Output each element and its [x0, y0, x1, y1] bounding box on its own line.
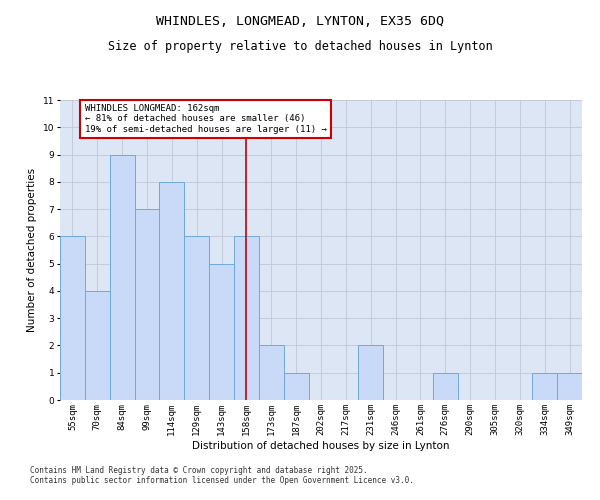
Bar	[184, 236, 209, 400]
Bar	[134, 209, 160, 400]
Bar	[209, 264, 234, 400]
Text: Contains HM Land Registry data © Crown copyright and database right 2025.
Contai: Contains HM Land Registry data © Crown c…	[30, 466, 414, 485]
Bar	[85, 291, 110, 400]
Bar	[284, 372, 308, 400]
Text: WHINDLES, LONGMEAD, LYNTON, EX35 6DQ: WHINDLES, LONGMEAD, LYNTON, EX35 6DQ	[156, 15, 444, 28]
Bar	[234, 236, 259, 400]
Text: Size of property relative to detached houses in Lynton: Size of property relative to detached ho…	[107, 40, 493, 53]
Bar	[532, 372, 557, 400]
Bar	[557, 372, 582, 400]
X-axis label: Distribution of detached houses by size in Lynton: Distribution of detached houses by size …	[192, 440, 450, 450]
Text: WHINDLES LONGMEAD: 162sqm
← 81% of detached houses are smaller (46)
19% of semi-: WHINDLES LONGMEAD: 162sqm ← 81% of detac…	[85, 104, 327, 134]
Y-axis label: Number of detached properties: Number of detached properties	[28, 168, 37, 332]
Bar	[110, 154, 134, 400]
Bar	[358, 346, 383, 400]
Bar	[160, 182, 184, 400]
Bar	[259, 346, 284, 400]
Bar	[433, 372, 458, 400]
Bar	[60, 236, 85, 400]
